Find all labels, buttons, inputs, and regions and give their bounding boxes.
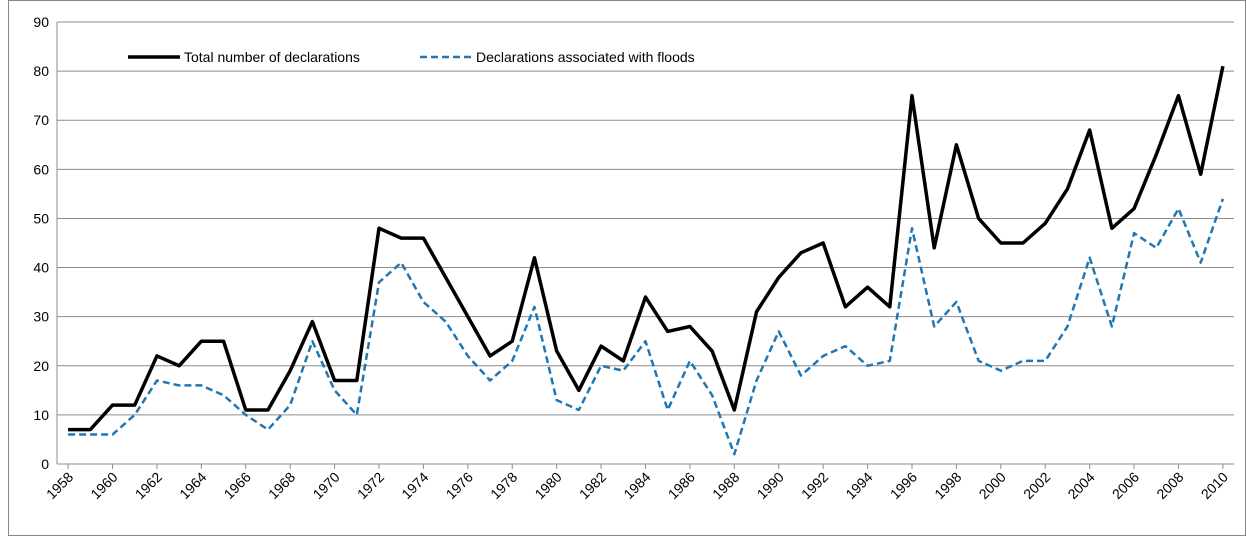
x-tick-label: 1968 (265, 469, 298, 502)
x-tick-label: 1994 (842, 469, 875, 502)
x-tick-label: 2010 (1198, 469, 1231, 502)
x-tick-label: 1980 (531, 469, 564, 502)
x-tick-label: 1982 (576, 469, 609, 502)
x-tick-label: 1964 (176, 469, 209, 502)
legend-label: Declarations associated with floods (476, 49, 695, 65)
legend-label: Total number of declarations (184, 49, 360, 65)
x-tick-label: 2000 (976, 469, 1009, 502)
x-tick-label: 1960 (87, 469, 120, 502)
x-tick-label: 1966 (221, 469, 254, 502)
y-tick-label: 20 (33, 358, 49, 374)
data-line (68, 198, 1225, 456)
y-tick-label: 70 (33, 112, 49, 128)
x-tick-label: 2002 (1020, 469, 1053, 502)
x-tick-label: 1958 (43, 469, 76, 502)
x-tick-label: 1992 (798, 469, 831, 502)
y-tick-label: 80 (33, 63, 49, 79)
x-tick-label: 1962 (132, 469, 165, 502)
x-tick-label: 1974 (398, 469, 431, 502)
y-tick-label: 30 (33, 309, 49, 325)
x-tick-label: 1998 (931, 469, 964, 502)
y-tick-label: 50 (33, 210, 49, 226)
chart-frame (8, 0, 1246, 536)
x-tick-label: 2004 (1064, 469, 1097, 502)
x-tick-label: 1984 (620, 469, 653, 502)
y-tick-label: 40 (33, 260, 49, 276)
data-line (68, 65, 1225, 432)
x-tick-label: 1978 (487, 469, 520, 502)
y-tick-label: 10 (33, 407, 49, 423)
x-tick-label: 1988 (709, 469, 742, 502)
y-tick-label: 60 (33, 161, 49, 177)
y-tick-label: 90 (33, 14, 49, 30)
x-tick-label: 2006 (1109, 469, 1142, 502)
x-tick-label: 2008 (1153, 469, 1186, 502)
y-tick-label: 0 (41, 456, 49, 472)
x-tick-label: 1972 (354, 469, 387, 502)
x-tick-label: 1996 (887, 469, 920, 502)
x-tick-label: 1976 (443, 469, 476, 502)
x-tick-label: 1990 (754, 469, 787, 502)
x-tick-label: 1970 (309, 469, 342, 502)
x-tick-label: 1986 (665, 469, 698, 502)
